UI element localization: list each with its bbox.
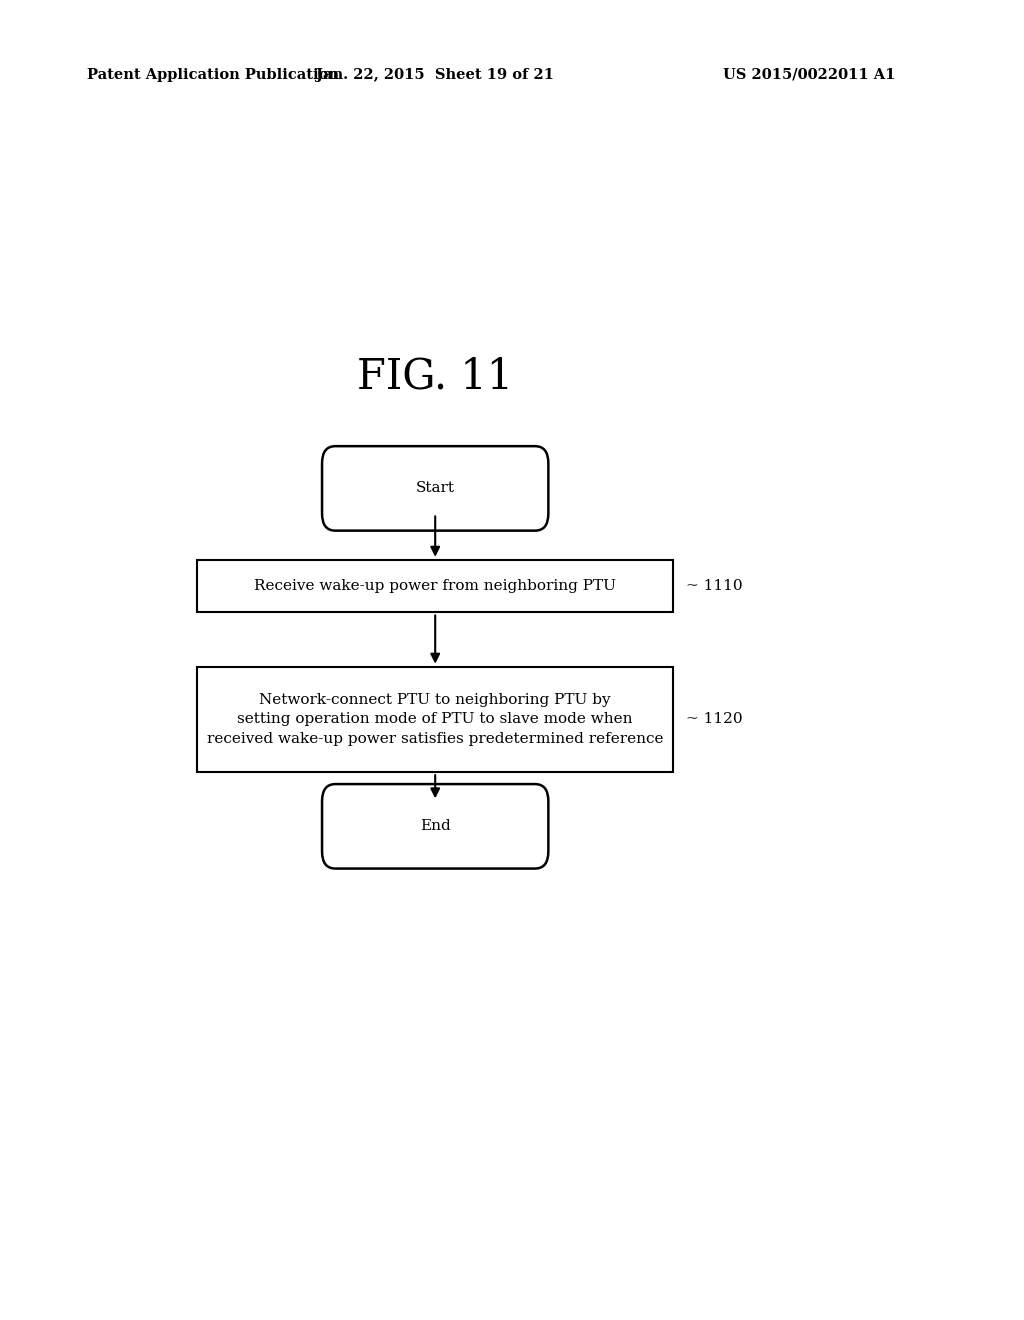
FancyBboxPatch shape [322,784,549,869]
Text: End: End [420,820,451,833]
FancyBboxPatch shape [197,667,674,772]
Text: Network-connect PTU to neighboring PTU by
setting operation mode of PTU to slave: Network-connect PTU to neighboring PTU b… [207,693,664,746]
Text: Jan. 22, 2015  Sheet 19 of 21: Jan. 22, 2015 Sheet 19 of 21 [316,69,554,82]
Text: US 2015/0022011 A1: US 2015/0022011 A1 [723,69,895,82]
Text: Receive wake-up power from neighboring PTU: Receive wake-up power from neighboring P… [254,579,616,593]
FancyBboxPatch shape [322,446,549,531]
Text: ~ 1120: ~ 1120 [686,713,742,726]
Text: Start: Start [416,482,455,495]
Text: FIG. 11: FIG. 11 [357,355,513,397]
Text: ~ 1110: ~ 1110 [686,579,742,593]
FancyBboxPatch shape [197,560,674,612]
Text: Patent Application Publication: Patent Application Publication [87,69,339,82]
